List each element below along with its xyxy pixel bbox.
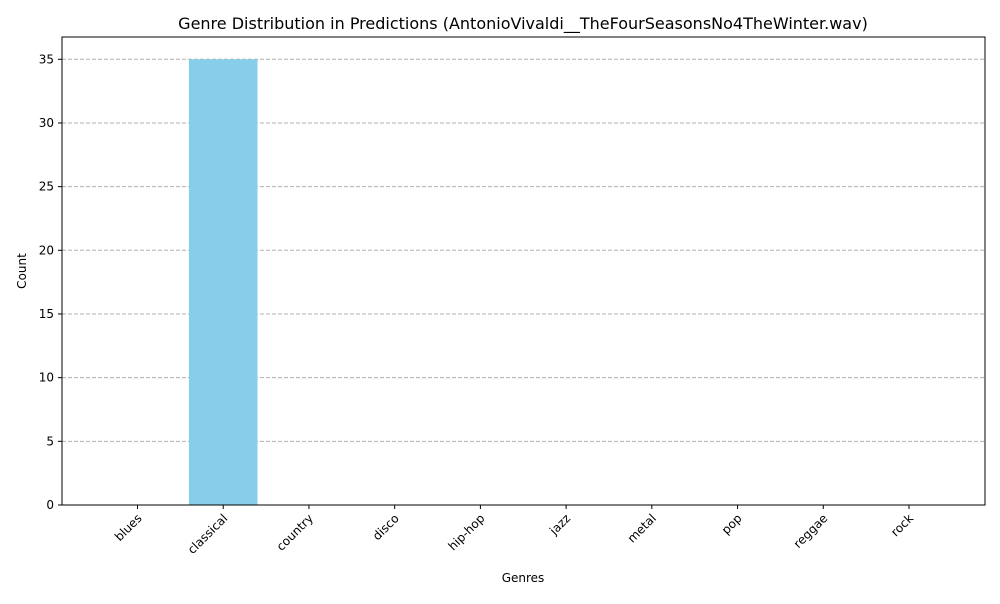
y-axis-label: Count [15, 253, 29, 289]
x-tick-label-reggae: reggae [791, 511, 831, 551]
x-tick-label-metal: metal [625, 511, 659, 545]
axes [61, 36, 986, 506]
chart-title: Genre Distribution in Predictions (Anton… [178, 14, 868, 34]
y-tick-label: 30 [39, 116, 54, 130]
x-tick-label-hip-hop: hip-hop [445, 511, 487, 553]
x-tick-label-classical: classical [185, 511, 231, 557]
x-tick-label-country: country [274, 511, 316, 553]
x-axis-label: Genres [502, 571, 545, 585]
x-tick-label-pop: pop [719, 511, 745, 537]
x-tick-label-blues: blues [112, 511, 145, 544]
plot-frame [61, 36, 986, 506]
bars [188, 59, 258, 506]
x-tick-label-jazz: jazz [546, 511, 573, 538]
y-tick-label: 5 [46, 434, 54, 448]
x-axis-ticks: blues classical country disco hip-hop jazz met… [112, 505, 916, 557]
y-tick-label: 15 [39, 307, 54, 321]
y-tick-label: 35 [39, 52, 54, 66]
bar-classical [188, 59, 258, 506]
y-tick-label: 0 [46, 498, 54, 512]
x-tick-label-disco: disco [370, 511, 402, 543]
y-tick-label: 10 [39, 371, 54, 385]
y-tick-label: 20 [39, 243, 54, 257]
y-tick-label: 25 [39, 180, 54, 194]
y-axis-ticks: 0 5 10 15 20 25 30 35 [39, 52, 62, 512]
x-tick-label-rock: rock [888, 511, 916, 539]
